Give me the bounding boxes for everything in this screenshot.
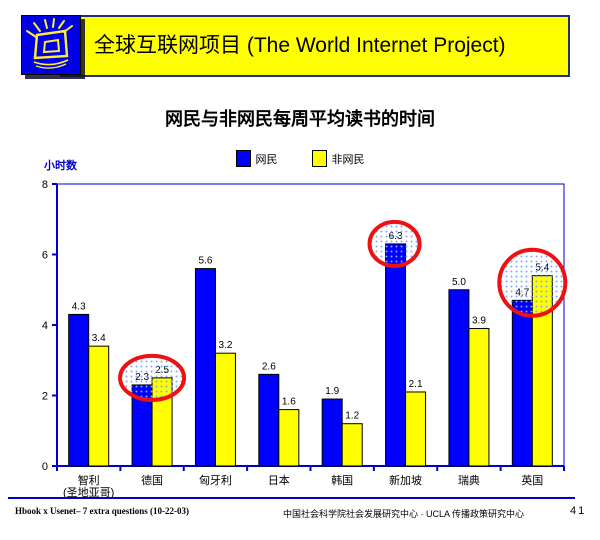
x-category-label: 智利 (78, 473, 100, 487)
highlight-ellipse (367, 219, 422, 268)
y-tick-label: 8 (42, 179, 48, 191)
bar-value-label: 2.6 (262, 361, 276, 372)
x-category-label: (圣地亚哥) (63, 486, 114, 499)
legend-item-non-netizens: 非网民 (311, 150, 365, 167)
y-tick-label: 6 (42, 250, 48, 262)
bar-非网民-0 (88, 345, 110, 467)
highlight-ellipse (497, 247, 568, 318)
legend-label-non-netizens: 非网民 (331, 153, 365, 166)
x-category-label: 英国 (521, 473, 543, 487)
bar-网民-4 (321, 398, 343, 467)
x-category-label: 德国 (141, 473, 163, 487)
y-tick-label: 2 (42, 391, 48, 403)
bar-value-label: 3.2 (218, 340, 232, 351)
x-category-label: 匈牙利 (199, 473, 232, 487)
y-axis-label: 小时数 (44, 160, 77, 172)
page-number: 41 (570, 505, 587, 517)
y-tick-label: 0 (42, 461, 48, 473)
x-category-label: 韩国 (331, 473, 353, 487)
bar-value-label: 3.4 (92, 333, 106, 344)
logo (21, 15, 81, 75)
footer-source-text: Hbook x Usenet– 7 extra questions (10-22… (15, 506, 189, 516)
bar-chart: 024684.33.4智利(圣地亚哥)2.32.5德国5.63.2匈牙利2.61… (42, 179, 568, 499)
footer-divider (8, 497, 575, 499)
bar-非网民-2 (214, 352, 236, 467)
highlight-ellipse (118, 353, 187, 402)
bar-value-label: 5.6 (198, 256, 212, 267)
bar-网民-3 (258, 373, 280, 467)
legend-swatch-non-netizens (311, 150, 327, 167)
bar-网民-5 (385, 243, 407, 467)
bar-value-label: 1.2 (345, 411, 359, 422)
legend-item-netizens: 网民 (235, 150, 278, 167)
x-category-label: 瑞典 (458, 473, 480, 487)
bar-value-label: 5.0 (452, 277, 466, 288)
y-tick-label: 4 (42, 320, 48, 332)
bar-value-label: 3.9 (472, 316, 486, 327)
shining-screen-icon (22, 16, 80, 74)
bar-非网民-6 (468, 328, 490, 467)
chart-title: 网民与非网民每周平均读书的时间 (165, 109, 435, 129)
bar-value-label: 4.3 (72, 301, 86, 312)
bar-网民-0 (68, 313, 90, 467)
bar-value-label: 2.1 (409, 379, 423, 390)
bar-value-label: 1.9 (325, 386, 339, 397)
bar-非网民-4 (341, 423, 363, 467)
legend-swatch-netizens (235, 150, 251, 167)
bar-网民-7 (511, 299, 533, 467)
bar-网民-2 (194, 268, 216, 467)
header-banner: 全球互联网项目 (The World Internet Project) (60, 15, 570, 77)
bar-网民-6 (448, 289, 470, 467)
bar-非网民-5 (405, 391, 427, 467)
footer-organization-text: 中国社会科学院社会发展研究中心 · UCLA 传播政策研究中心 (283, 509, 525, 519)
bar-value-label: 1.6 (282, 397, 296, 408)
page-title: 全球互联网项目 (The World Internet Project) (94, 34, 506, 57)
x-category-label: 日本 (268, 473, 290, 487)
legend-label-netizens: 网民 (255, 153, 278, 166)
legend: 网民 非网民 (0, 150, 600, 167)
bar-非网民-3 (278, 409, 300, 467)
x-category-label: 新加坡 (389, 473, 422, 487)
